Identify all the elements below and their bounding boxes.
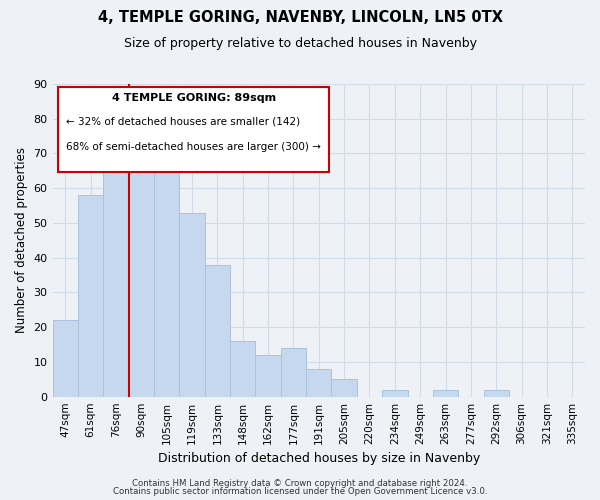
Text: Contains HM Land Registry data © Crown copyright and database right 2024.: Contains HM Land Registry data © Crown c… bbox=[132, 478, 468, 488]
Bar bbox=[179, 212, 205, 396]
Text: ← 32% of detached houses are smaller (142): ← 32% of detached houses are smaller (14… bbox=[66, 117, 300, 127]
X-axis label: Distribution of detached houses by size in Navenby: Distribution of detached houses by size … bbox=[158, 452, 480, 465]
Y-axis label: Number of detached properties: Number of detached properties bbox=[15, 148, 28, 334]
Text: 4 TEMPLE GORING: 89sqm: 4 TEMPLE GORING: 89sqm bbox=[112, 94, 276, 104]
Text: Size of property relative to detached houses in Navenby: Size of property relative to detached ho… bbox=[124, 38, 476, 51]
Text: Contains public sector information licensed under the Open Government Licence v3: Contains public sector information licen… bbox=[113, 487, 487, 496]
Bar bbox=[78, 195, 103, 396]
Bar bbox=[306, 369, 331, 396]
Text: 68% of semi-detached houses are larger (300) →: 68% of semi-detached houses are larger (… bbox=[66, 142, 321, 152]
Bar bbox=[484, 390, 509, 396]
Bar bbox=[53, 320, 78, 396]
Bar bbox=[128, 164, 154, 396]
Text: 4, TEMPLE GORING, NAVENBY, LINCOLN, LN5 0TX: 4, TEMPLE GORING, NAVENBY, LINCOLN, LN5 … bbox=[97, 10, 503, 25]
Bar bbox=[230, 341, 256, 396]
Bar bbox=[103, 154, 128, 396]
Bar bbox=[382, 390, 407, 396]
Bar bbox=[331, 380, 357, 396]
Bar bbox=[433, 390, 458, 396]
Bar bbox=[281, 348, 306, 397]
Bar bbox=[154, 136, 179, 396]
Bar bbox=[256, 355, 281, 397]
FancyBboxPatch shape bbox=[58, 87, 329, 172]
Bar bbox=[205, 264, 230, 396]
